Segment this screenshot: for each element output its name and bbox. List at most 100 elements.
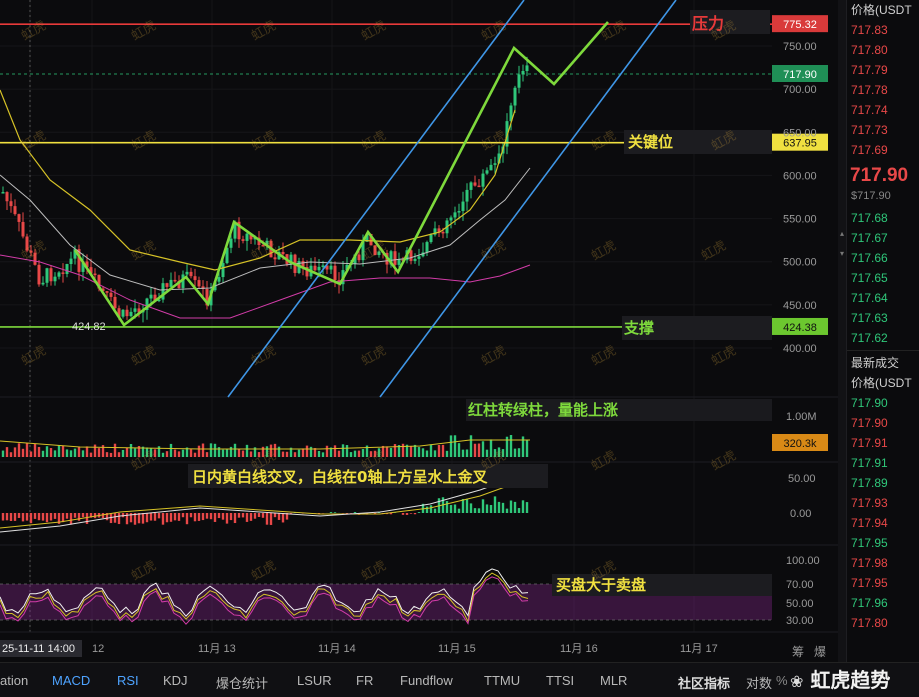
ask-row[interactable]: 717.74 bbox=[847, 100, 919, 120]
volume-bar bbox=[70, 450, 72, 457]
tab-fundflow[interactable]: Fundflow bbox=[400, 673, 453, 688]
volume-bar bbox=[502, 449, 504, 457]
tab-fr[interactable]: FR bbox=[356, 673, 373, 688]
trade-row[interactable]: 717.91 bbox=[847, 433, 919, 453]
macd-bar bbox=[414, 513, 416, 514]
community-indicators-button[interactable]: 社区指标 bbox=[678, 673, 730, 692]
bid-row[interactable]: 717.65 bbox=[847, 268, 919, 288]
macd-bar bbox=[410, 513, 412, 514]
tab-ation[interactable]: ation bbox=[0, 673, 28, 688]
candle-body bbox=[166, 283, 169, 287]
volume-bar bbox=[98, 448, 100, 457]
trade-row[interactable]: 717.95 bbox=[847, 573, 919, 593]
macd-bar bbox=[34, 513, 36, 519]
bid-row[interactable]: 717.64 bbox=[847, 288, 919, 308]
trade-row[interactable]: 717.91 bbox=[847, 453, 919, 473]
volume-bar bbox=[350, 452, 352, 457]
candle-body bbox=[174, 280, 177, 282]
chips-toggle[interactable]: 筹 bbox=[792, 643, 804, 660]
ask-row[interactable]: 717.78 bbox=[847, 80, 919, 100]
macd-bar bbox=[214, 513, 216, 522]
tab-mlr[interactable]: MLR bbox=[600, 673, 627, 688]
volume-bar bbox=[450, 435, 452, 457]
kline-chart[interactable]: 压力关键位支撑775.32717.90637.95424.38424.82红柱转… bbox=[0, 0, 838, 662]
tab-lsur[interactable]: LSUR bbox=[297, 673, 332, 688]
ask-row[interactable]: 717.83 bbox=[847, 20, 919, 40]
candle-body bbox=[478, 186, 481, 188]
trade-row[interactable]: 717.94 bbox=[847, 513, 919, 533]
bid-row[interactable]: 717.62 bbox=[847, 328, 919, 348]
trade-row[interactable]: 717.98 bbox=[847, 553, 919, 573]
ask-row[interactable]: 717.69 bbox=[847, 140, 919, 160]
volume-bar bbox=[346, 445, 348, 457]
tab-rsi[interactable]: RSI bbox=[117, 673, 139, 688]
volume-bar bbox=[194, 453, 196, 457]
candle-body bbox=[318, 267, 321, 270]
ask-row[interactable]: 717.80 bbox=[847, 40, 919, 60]
trade-row[interactable]: 717.80 bbox=[847, 613, 919, 633]
macd-bar bbox=[514, 502, 516, 513]
percent-toggle[interactable]: % bbox=[776, 673, 788, 688]
volume-bar bbox=[414, 445, 416, 457]
tab-macd[interactable]: MACD bbox=[52, 673, 90, 688]
bid-row[interactable]: 717.68 bbox=[847, 208, 919, 228]
macd-bar bbox=[222, 513, 224, 520]
volume-bar bbox=[370, 451, 372, 457]
macd-bar bbox=[498, 502, 500, 513]
volume-bar bbox=[462, 450, 464, 457]
volume-bar bbox=[238, 449, 240, 457]
candle-body bbox=[106, 291, 109, 293]
trade-row[interactable]: 717.95 bbox=[847, 533, 919, 553]
log-scale-toggle[interactable]: 对数 bbox=[746, 673, 772, 692]
tab-ttmu[interactable]: TTMU bbox=[484, 673, 520, 688]
volume-bar bbox=[274, 444, 276, 457]
expand-icon[interactable]: ▴ bbox=[838, 230, 846, 238]
bid-row[interactable]: 717.66 bbox=[847, 248, 919, 268]
tab-ttsi[interactable]: TTSI bbox=[546, 673, 574, 688]
candle-body bbox=[30, 251, 33, 253]
collapse-icon[interactable]: ▾ bbox=[838, 250, 846, 258]
volume-bar bbox=[402, 444, 404, 457]
trade-row[interactable]: 717.90 bbox=[847, 413, 919, 433]
volume-bar bbox=[342, 444, 344, 457]
volume-bar bbox=[266, 446, 268, 457]
brand-text: 虹虎趋势 bbox=[810, 668, 890, 692]
tab-liquidation[interactable]: 爆仓统计 bbox=[216, 673, 268, 692]
volume-bar bbox=[470, 435, 472, 457]
macd-bar bbox=[474, 508, 476, 513]
candle-body bbox=[470, 182, 473, 190]
bid-row[interactable]: 717.67 bbox=[847, 228, 919, 248]
candle-body bbox=[10, 201, 13, 206]
wechat-icon: ❀ bbox=[790, 672, 803, 691]
candle-body bbox=[398, 259, 401, 264]
candle-body bbox=[110, 293, 113, 297]
trade-row[interactable]: 717.96 bbox=[847, 593, 919, 613]
candle-body bbox=[474, 182, 477, 185]
ask-row[interactable]: 717.73 bbox=[847, 120, 919, 140]
rsi-tick: 100.00 bbox=[786, 555, 820, 567]
rsi-tick: 50.00 bbox=[786, 598, 814, 610]
volume-tag: 320.3k bbox=[783, 438, 817, 450]
macd-bar bbox=[526, 502, 528, 513]
macd-bar bbox=[486, 504, 488, 513]
trade-row[interactable]: 717.89 bbox=[847, 473, 919, 493]
liquidation-toggle[interactable]: 爆 bbox=[814, 643, 826, 660]
candle-body bbox=[430, 235, 433, 242]
volume-bar bbox=[234, 444, 236, 457]
volume-bar bbox=[90, 453, 92, 457]
ask-row[interactable]: 717.79 bbox=[847, 60, 919, 80]
bid-row[interactable]: 717.63 bbox=[847, 308, 919, 328]
candle-body bbox=[466, 190, 469, 202]
trade-row[interactable]: 717.93 bbox=[847, 493, 919, 513]
candle-body bbox=[134, 308, 137, 311]
volume-bar bbox=[486, 450, 488, 457]
volume-bar bbox=[122, 450, 124, 457]
trade-row[interactable]: 717.90 bbox=[847, 393, 919, 413]
candle-body bbox=[94, 274, 97, 276]
tab-kdj[interactable]: KDJ bbox=[163, 673, 188, 688]
time-tick: 11月 16 bbox=[560, 643, 598, 655]
volume-bar bbox=[494, 449, 496, 457]
volume-bar bbox=[134, 448, 136, 457]
candle-body bbox=[150, 295, 153, 299]
candle-body bbox=[70, 259, 73, 264]
